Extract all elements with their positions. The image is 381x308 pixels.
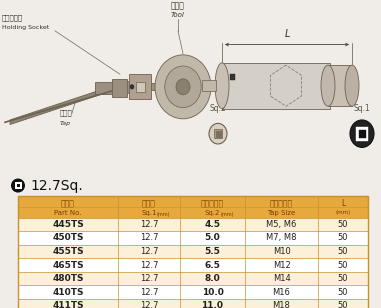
Bar (127, 81, 137, 92)
Text: 50: 50 (338, 220, 348, 229)
Text: 12.7: 12.7 (140, 274, 158, 283)
Text: 50: 50 (338, 233, 348, 242)
Text: 12.7: 12.7 (140, 220, 158, 229)
Bar (16, 184, 19, 187)
Text: M14: M14 (273, 274, 290, 283)
Text: 480TS: 480TS (52, 274, 84, 283)
Text: 品　番: 品 番 (61, 199, 75, 208)
Text: Sq.1: Sq.1 (354, 104, 370, 113)
Text: 12.7: 12.7 (140, 301, 158, 308)
Text: 4.5: 4.5 (205, 220, 221, 229)
Text: 465TS: 465TS (52, 261, 84, 270)
Ellipse shape (345, 65, 359, 106)
Bar (222, 63, 330, 108)
Text: ツール: ツール (171, 1, 185, 10)
Bar (328, 65, 352, 106)
Text: 12.7Sq.: 12.7Sq. (30, 179, 83, 192)
Text: 50: 50 (338, 288, 348, 297)
Bar (18, 196, 368, 218)
Bar (359, 130, 365, 138)
Text: (mm): (mm) (221, 212, 234, 217)
Text: 四角部寸法: 四角部寸法 (201, 199, 224, 208)
Bar (18, 218, 368, 231)
Text: Part No.: Part No. (54, 210, 82, 216)
Text: (mm): (mm) (335, 210, 351, 215)
Bar (129, 74, 151, 99)
Text: 50: 50 (338, 301, 348, 308)
Text: 5.0: 5.0 (205, 233, 220, 242)
Bar (18, 196, 368, 308)
Text: 50: 50 (338, 247, 348, 256)
Bar (18, 272, 368, 286)
Text: 10.0: 10.0 (202, 288, 223, 297)
Text: 411TS: 411TS (52, 301, 84, 308)
Bar (214, 129, 222, 138)
Bar (18, 286, 368, 299)
Bar (136, 82, 144, 92)
Bar (14, 182, 21, 189)
Text: 6.5: 6.5 (205, 261, 221, 270)
Text: 450TS: 450TS (52, 233, 84, 242)
Polygon shape (10, 87, 110, 124)
Text: 50: 50 (338, 274, 348, 283)
Bar (95, 82, 115, 94)
Text: Sq.2: Sq.2 (210, 104, 226, 113)
Bar (216, 131, 221, 136)
Ellipse shape (321, 65, 335, 106)
Text: Sq.2: Sq.2 (205, 210, 220, 216)
Bar (112, 79, 127, 97)
Text: M12: M12 (273, 261, 290, 270)
Text: L: L (284, 29, 290, 39)
Ellipse shape (215, 63, 229, 108)
Text: M5, M6: M5, M6 (266, 220, 297, 229)
Text: Tap: Tap (60, 120, 71, 126)
Ellipse shape (155, 55, 211, 119)
Circle shape (350, 120, 374, 148)
Text: 12.7: 12.7 (140, 261, 158, 270)
Bar (356, 127, 368, 140)
Text: 適用タップ: 適用タップ (270, 199, 293, 208)
Text: 差込角: 差込角 (142, 199, 156, 208)
Text: Sq.1: Sq.1 (141, 210, 157, 216)
Bar (230, 74, 235, 80)
Bar (18, 245, 368, 258)
Text: タップ: タップ (60, 109, 73, 116)
Ellipse shape (176, 79, 190, 95)
Text: Tap Size: Tap Size (267, 210, 296, 216)
Text: 12.7: 12.7 (140, 288, 158, 297)
Text: ブソケット: ブソケット (2, 14, 23, 21)
Text: 455TS: 455TS (52, 247, 84, 256)
Text: M7, M8: M7, M8 (266, 233, 297, 242)
Bar (202, 80, 216, 91)
Text: 8.0: 8.0 (205, 274, 220, 283)
Text: 12.7: 12.7 (140, 247, 158, 256)
Text: M16: M16 (272, 288, 290, 297)
Bar (18, 231, 368, 245)
Text: 11.0: 11.0 (202, 301, 224, 308)
Text: 445TS: 445TS (52, 220, 84, 229)
Text: 50: 50 (338, 261, 348, 270)
Text: 12.7: 12.7 (140, 233, 158, 242)
Text: Holding Socket: Holding Socket (2, 25, 49, 30)
Bar (18, 258, 368, 272)
Text: M10: M10 (273, 247, 290, 256)
Text: Tool: Tool (171, 12, 185, 18)
Bar (18, 299, 368, 308)
Circle shape (11, 179, 25, 192)
Circle shape (130, 85, 134, 89)
Circle shape (209, 124, 227, 144)
Text: (mm): (mm) (157, 212, 171, 217)
Ellipse shape (165, 66, 201, 107)
Bar (151, 83, 169, 90)
Text: L: L (341, 199, 345, 208)
Text: 410TS: 410TS (52, 288, 84, 297)
Text: M18: M18 (272, 301, 290, 308)
Text: 5.5: 5.5 (205, 247, 221, 256)
